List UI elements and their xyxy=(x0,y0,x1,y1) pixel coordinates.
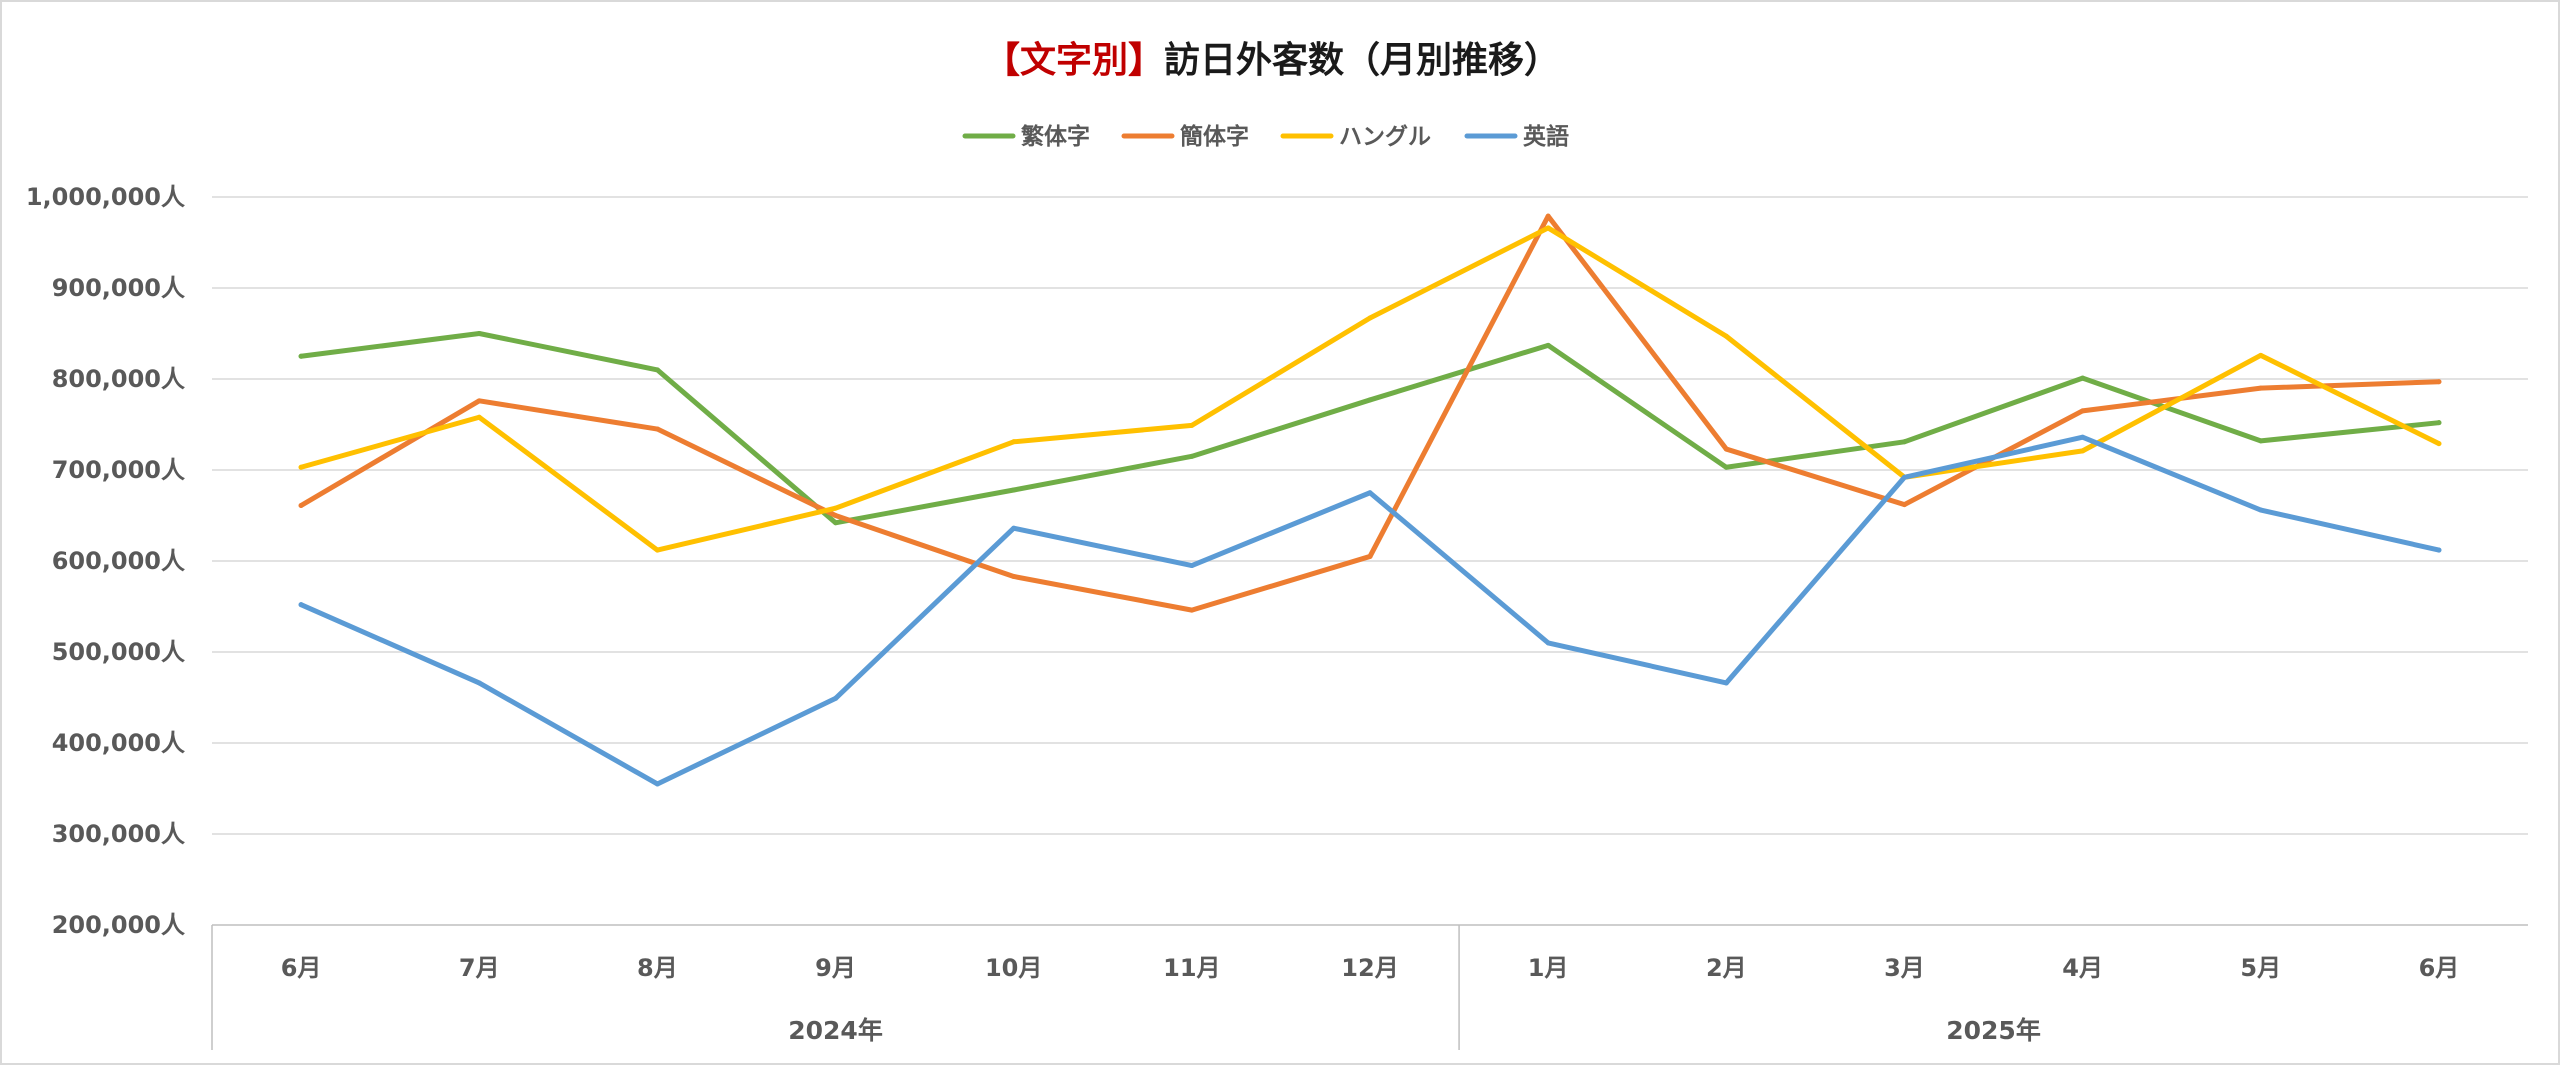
x-tick-label: 12月 xyxy=(1341,954,1398,982)
data-point xyxy=(1545,225,1551,231)
x-tick-label: 11月 xyxy=(1163,954,1220,982)
series-line xyxy=(298,213,2442,613)
data-point xyxy=(1011,573,1017,579)
data-point xyxy=(1723,680,1729,686)
data-point xyxy=(1189,453,1195,459)
x-tick-label: 6月 xyxy=(281,954,322,982)
legend-item: 簡体字 xyxy=(1121,123,1249,150)
data-point xyxy=(1901,474,1907,480)
y-tick-label: 800,000人 xyxy=(52,365,185,393)
data-point xyxy=(2258,352,2264,358)
x-tick-label: 2月 xyxy=(1706,954,1747,982)
data-point xyxy=(2258,385,2264,391)
data-point xyxy=(1367,490,1373,496)
data-point xyxy=(833,695,839,701)
y-tick-label: 900,000人 xyxy=(52,274,185,302)
data-point xyxy=(1011,439,1017,445)
data-point xyxy=(1011,487,1017,493)
x-tick-label: 7月 xyxy=(459,954,500,982)
data-point xyxy=(654,367,660,373)
data-point xyxy=(1367,553,1373,559)
data-point xyxy=(1189,422,1195,428)
year-group-label: 2025年 xyxy=(1946,1016,2041,1045)
data-point xyxy=(2436,441,2442,447)
data-point xyxy=(833,513,839,518)
legend-item: 英語 xyxy=(1464,123,1569,150)
data-point xyxy=(1189,607,1195,613)
data-point xyxy=(2436,379,2442,385)
data-point xyxy=(833,505,839,511)
legend-label: 繁体字 xyxy=(1021,123,1090,150)
data-point xyxy=(298,464,304,470)
data-point xyxy=(654,547,660,553)
y-tick-label: 400,000人 xyxy=(52,729,185,757)
data-point xyxy=(1901,439,1907,445)
data-point xyxy=(2080,434,2086,440)
chart-title-accent: 【文字別】 xyxy=(984,40,1164,81)
x-axis: 6月 7月 8月 9月 10月 11月 12月 1月 2月 3月 4月 5月 6月 2024年 2025年 xyxy=(211,925,2460,1050)
year-group-label: 2024年 xyxy=(788,1016,883,1045)
data-point xyxy=(654,781,660,787)
data-point xyxy=(2436,420,2442,426)
y-tick-label: 1,000,000人 xyxy=(26,183,185,211)
data-point xyxy=(1723,464,1729,470)
legend-label: 英語 xyxy=(1523,123,1569,150)
data-point xyxy=(2080,408,2086,414)
y-tick-label: 500,000人 xyxy=(52,638,185,666)
y-tick-label: 700,000人 xyxy=(52,456,185,484)
x-tick-label: 9月 xyxy=(815,954,856,982)
legend: 繁体字 簡体字 ハングル 英語 xyxy=(962,123,1569,150)
x-tick-label: 1月 xyxy=(1528,954,1569,982)
data-point xyxy=(1367,397,1373,403)
data-point xyxy=(1723,446,1729,452)
legend-label: ハングル xyxy=(1339,123,1431,150)
data-point xyxy=(2436,547,2442,553)
data-point xyxy=(2258,438,2264,444)
series-簡体字 xyxy=(298,213,2442,613)
chart-title: 【文字別】訪日外客数（月別推移） xyxy=(984,40,1560,81)
x-tick-label: 4月 xyxy=(2062,954,2103,982)
y-tick-label: 600,000人 xyxy=(52,547,185,575)
data-point xyxy=(1367,315,1373,321)
data-point xyxy=(298,502,304,508)
data-point xyxy=(1545,640,1551,646)
chart-title-main: 訪日外客数（月別推移） xyxy=(1164,40,1560,81)
legend-item: ハングル xyxy=(1280,123,1431,150)
data-point xyxy=(833,520,839,526)
x-tick-label: 5月 xyxy=(2240,954,2281,982)
data-point xyxy=(476,414,482,420)
series-英語 xyxy=(298,434,2442,787)
legend-label: 簡体字 xyxy=(1180,123,1249,150)
series-group xyxy=(298,213,2442,787)
x-tick-label: 6月 xyxy=(2419,954,2460,982)
grid-lines xyxy=(212,196,2528,926)
data-point xyxy=(1011,525,1017,531)
series-ハングル xyxy=(298,225,2442,553)
data-point xyxy=(2080,448,2086,454)
data-point xyxy=(1901,502,1907,508)
legend-item: 繁体字 xyxy=(962,123,1090,150)
x-tick-label: 3月 xyxy=(1884,954,1925,982)
series-line xyxy=(298,434,2442,787)
y-tick-label: 200,000人 xyxy=(52,911,185,939)
data-point xyxy=(654,426,660,432)
x-tick-label: 10月 xyxy=(985,954,1042,982)
data-point xyxy=(1545,342,1551,348)
data-point xyxy=(1189,563,1195,569)
data-point xyxy=(476,398,482,404)
y-axis: 1,000,000人 900,000人 800,000人 700,000人 600,00… xyxy=(26,183,185,939)
data-point xyxy=(476,680,482,686)
data-point xyxy=(298,602,304,608)
data-point xyxy=(476,331,482,336)
data-point xyxy=(2258,507,2264,513)
x-tick-label: 8月 xyxy=(637,954,678,982)
series-繁体字 xyxy=(298,331,2442,526)
data-point xyxy=(2080,375,2086,381)
data-point xyxy=(298,353,304,359)
data-point xyxy=(1545,213,1551,219)
data-point xyxy=(1723,333,1729,339)
y-tick-label: 300,000人 xyxy=(52,820,185,848)
